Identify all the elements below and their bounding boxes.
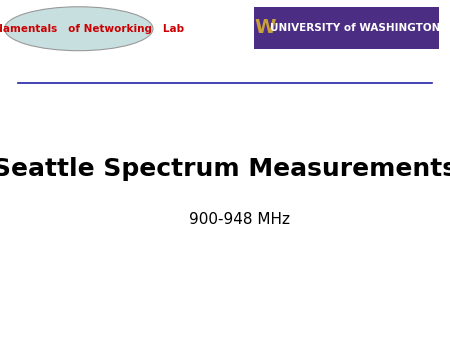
Text: 900-948 MHz: 900-948 MHz bbox=[189, 212, 290, 227]
Text: Seattle Spectrum Measurements: Seattle Spectrum Measurements bbox=[0, 157, 450, 181]
Text: W: W bbox=[255, 18, 276, 38]
Text: UNIVERSITY of WASHINGTON: UNIVERSITY of WASHINGTON bbox=[270, 23, 441, 33]
Ellipse shape bbox=[4, 7, 153, 51]
FancyBboxPatch shape bbox=[254, 7, 439, 49]
Text: Fundamentals   of Networking   Lab: Fundamentals of Networking Lab bbox=[0, 24, 184, 34]
